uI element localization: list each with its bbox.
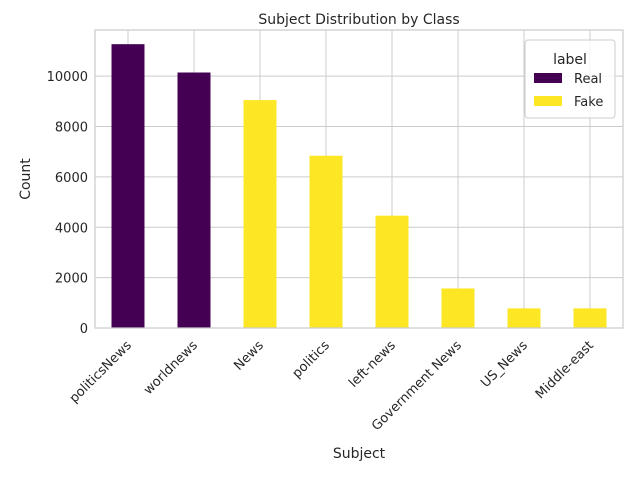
x-tick-label: News [231, 338, 267, 374]
x-tick-label: Middle-east [533, 338, 597, 402]
y-tick-label: 10000 [47, 70, 88, 85]
y-tick-label: 2000 [55, 272, 88, 287]
y-axis-label: Count [18, 158, 34, 200]
x-tick-labels: politicsNews worldnews News politics left-ne… [67, 338, 597, 434]
bar-fake-us-news [507, 308, 541, 328]
legend-label-fake: Fake [574, 95, 603, 110]
x-axis-label: Subject [333, 446, 386, 462]
legend-title: label [553, 52, 587, 68]
y-tick-label: 8000 [55, 121, 88, 136]
legend-label-real: Real [574, 72, 602, 87]
legend-swatch-fake [534, 96, 562, 106]
bar-fake-left-news [375, 215, 409, 328]
bar-real-politicsnews [111, 44, 145, 329]
y-tick-label: 6000 [55, 171, 88, 186]
legend: label Real Fake [524, 39, 616, 119]
chart-title: Subject Distribution by Class [258, 12, 459, 28]
x-tick-label: politics [290, 338, 333, 381]
bar-fake-news [243, 100, 277, 328]
bar-fake-politics [309, 155, 343, 328]
legend-swatch-real [534, 73, 562, 83]
bar-fake-government-news [441, 288, 475, 328]
x-tick-label: left-news [346, 338, 399, 391]
bars [111, 44, 607, 329]
x-tick-label: politicsNews [67, 338, 135, 406]
y-tick-label: 4000 [55, 221, 88, 236]
plot-frame [94, 29, 624, 329]
bar-real-worldnews [177, 72, 211, 328]
bar-fake-middle-east [573, 308, 607, 328]
x-tick-label: US_News [478, 338, 531, 391]
x-tick-label: worldnews [141, 338, 201, 398]
y-tick-labels: 0 2000 4000 6000 8000 10000 [47, 70, 88, 337]
y-tick-label: 0 [80, 322, 88, 337]
